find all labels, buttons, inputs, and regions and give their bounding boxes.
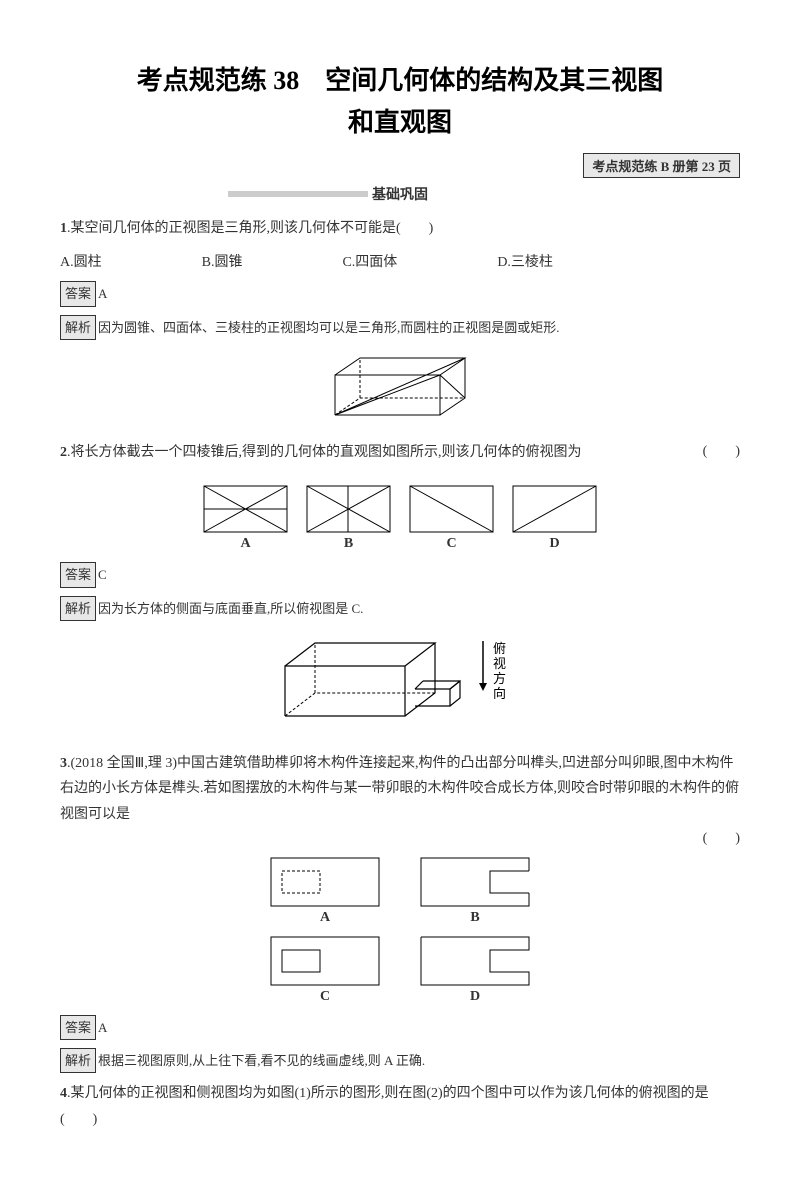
answer-pill: 答案 bbox=[60, 1015, 96, 1040]
q2-explain: 因为长方体的侧面与底面垂直,所以俯视图是 C. bbox=[98, 601, 363, 616]
q3-opt-fig-b: B bbox=[420, 857, 530, 926]
q2-opt-fig-c: C bbox=[409, 485, 494, 552]
page-reference: 考点规范练 B 册第 23 页 bbox=[583, 153, 740, 178]
q3-answer: A bbox=[98, 1020, 107, 1035]
q1-explain: 因为圆锥、四面体、三棱柱的正视图均可以是三角形,而圆柱的正视图是圆或矩形. bbox=[98, 320, 560, 335]
explain-pill: 解析 bbox=[60, 596, 96, 621]
section-header: 基础巩固 bbox=[60, 184, 740, 204]
q3-opt-fig-d: D bbox=[420, 936, 530, 1005]
q2-explain-row: 解析因为长方体的侧面与底面垂直,所以俯视图是 C. bbox=[60, 596, 740, 621]
answer-pill: 答案 bbox=[60, 281, 96, 306]
q2-main-figure bbox=[60, 350, 740, 430]
q3-main-figure: 俯 视 方 向 bbox=[60, 631, 740, 741]
explain-pill: 解析 bbox=[60, 315, 96, 340]
q3-opt-fig-a: A bbox=[270, 857, 380, 926]
dir-char-4: 向 bbox=[493, 686, 506, 701]
section-line-left bbox=[228, 191, 368, 197]
q1-explain-row: 解析因为圆锥、四面体、三棱柱的正视图均可以是三角形,而圆柱的正视图是圆或矩形. bbox=[60, 315, 740, 340]
q1-opt-a: A.圆柱 bbox=[60, 251, 102, 271]
q2-paren: ( ) bbox=[683, 440, 740, 460]
section-label: 基础巩固 bbox=[372, 184, 428, 204]
q2-options-figures: A B C D bbox=[60, 485, 740, 552]
q2-stem: .将长方体截去一个四棱锥后,得到的几何体的直观图如图所示,则该几何体的俯视图为 bbox=[67, 445, 582, 460]
q2-stem-row: 2.将长方体截去一个四棱锥后,得到的几何体的直观图如图所示,则该几何体的俯视图为… bbox=[60, 440, 740, 475]
dir-char-3: 方 bbox=[493, 671, 506, 686]
q2-number: 2 bbox=[60, 445, 67, 460]
q1-answer-row: 答案A bbox=[60, 281, 740, 306]
q1-opt-c: C.四面体 bbox=[342, 251, 397, 271]
q1-answer: A bbox=[98, 286, 107, 301]
q2-opt-fig-b: B bbox=[306, 485, 391, 552]
section-line-right bbox=[432, 191, 572, 197]
q1-opt-d: D.三棱柱 bbox=[497, 251, 553, 271]
q1-number: 1 bbox=[60, 221, 67, 236]
q4-number: 4 bbox=[60, 1086, 67, 1101]
q2-answer-row: 答案C bbox=[60, 562, 740, 587]
q1-stem: 1.某空间几何体的正视图是三角形,则该几何体不可能是( ) bbox=[60, 216, 740, 241]
q4-stem: 4.某几何体的正视图和侧视图均为如图(1)所示的图形,则在图(2)的四个图中可以… bbox=[60, 1081, 740, 1131]
dir-char-2: 视 bbox=[493, 656, 506, 671]
answer-pill: 答案 bbox=[60, 562, 96, 587]
q3-number: 3 bbox=[60, 756, 67, 771]
q2-opt-fig-d: D bbox=[512, 485, 597, 552]
title-line1: 考点规范练 38 空间几何体的结构及其三视图 bbox=[137, 66, 664, 95]
q3-opt-fig-c: C bbox=[270, 936, 380, 1005]
q2-opt-fig-a: A bbox=[203, 485, 288, 552]
q3-explain: 根据三视图原则,从上往下看,看不见的线画虚线,则 A 正确. bbox=[98, 1053, 425, 1068]
q2-answer: C bbox=[98, 567, 107, 582]
q1-options: A.圆柱 B.圆锥 C.四面体 D.三棱柱 bbox=[60, 251, 740, 271]
q3-prefix: .(2018 全国Ⅲ,理 3) bbox=[67, 756, 177, 771]
dir-char-1: 俯 bbox=[493, 641, 506, 656]
q3-stem-row: 3.(2018 全国Ⅲ,理 3)中国古建筑借助榫卯将木构件连接起来,构件的凸出部… bbox=[60, 751, 740, 837]
q3-options-figures: A B C D bbox=[60, 857, 740, 1005]
q3-answer-row: 答案A bbox=[60, 1015, 740, 1040]
explain-pill: 解析 bbox=[60, 1048, 96, 1073]
q3-paren: ( ) bbox=[703, 831, 740, 846]
q3-explain-row: 解析根据三视图原则,从上往下看,看不见的线画虚线,则 A 正确. bbox=[60, 1048, 740, 1073]
q1-opt-b: B.圆锥 bbox=[202, 251, 243, 271]
title-line2: 和直观图 bbox=[348, 108, 452, 137]
